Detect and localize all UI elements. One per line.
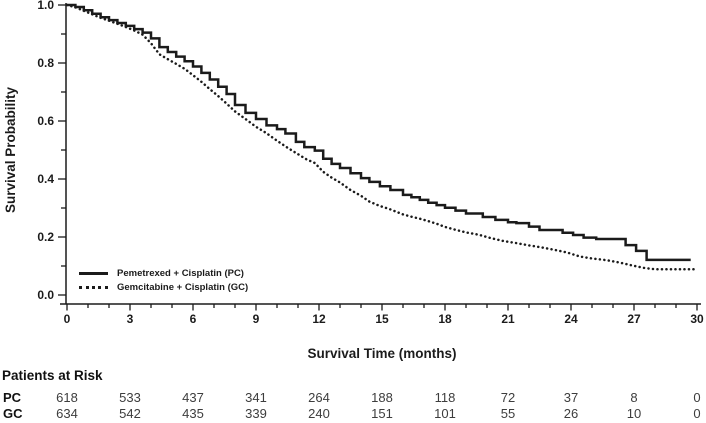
risk-value: 542 [119,406,141,421]
risk-value: 26 [563,406,579,421]
x-tick-label: 30 [690,312,704,326]
legend-label: Pemetrexed + Cisplatin (PC) [117,267,244,279]
risk-value: 8 [630,390,638,405]
x-tick-label: 27 [627,312,641,326]
risk-table-title: Patients at Risk [2,368,103,383]
risk-value: 341 [245,390,267,405]
y-axis-title: Survival Probability [3,86,18,214]
x-tick-label: 18 [438,312,452,326]
pc-survival-curve [67,3,691,262]
risk-value: 618 [56,390,78,405]
risk-row-label: GC [3,406,23,421]
x-tick-label: 3 [126,312,134,326]
risk-value: 188 [371,390,393,405]
risk-value: 435 [182,406,204,421]
risk-row-label: PC [3,390,22,405]
y-tick-label: 0.4 [37,172,54,186]
legend-entry: Pemetrexed + Cisplatin (PC) [79,266,248,280]
risk-value: 339 [245,406,267,421]
risk-value: 264 [308,390,330,405]
y-tick-label: 0.2 [37,230,54,244]
x-tick-label: 0 [63,312,71,326]
x-tick-label: 24 [564,312,578,326]
solid-line-swatch-icon [79,271,108,275]
y-tick-label: 0.6 [37,114,54,128]
risk-value: 240 [308,406,330,421]
risk-value: 55 [500,406,516,421]
risk-value: 0 [693,406,701,421]
risk-value: 0 [693,390,701,405]
risk-value: 10 [626,406,642,421]
x-axis-title: Survival Time (months) [307,346,457,361]
risk-value: 151 [371,406,393,421]
x-tick-label: 15 [375,312,389,326]
y-tick-label: 1.0 [37,0,54,12]
legend-entry: Gemcitabine + Cisplatin (GC) [79,280,248,294]
gc-survival-curve [65,3,699,271]
risk-value: 634 [56,406,78,421]
risk-value: 72 [500,390,516,405]
risk-value: 101 [434,406,456,421]
x-tick-label: 6 [189,312,197,326]
x-tick-label: 12 [312,312,326,326]
risk-value: 437 [182,390,204,405]
risk-value: 118 [434,390,456,405]
risk-value: 533 [119,390,141,405]
y-tick-label: 0.8 [37,56,54,70]
x-tick-label: 21 [501,312,515,326]
x-tick-label: 9 [252,312,260,326]
risk-value: 37 [563,390,579,405]
legend-label: Gemcitabine + Cisplatin (GC) [117,281,249,293]
dotted-line-swatch-icon [79,285,108,289]
legend: Pemetrexed + Cisplatin (PC) Gemcitabine +… [79,266,248,294]
y-tick-label: 0.0 [37,288,54,302]
